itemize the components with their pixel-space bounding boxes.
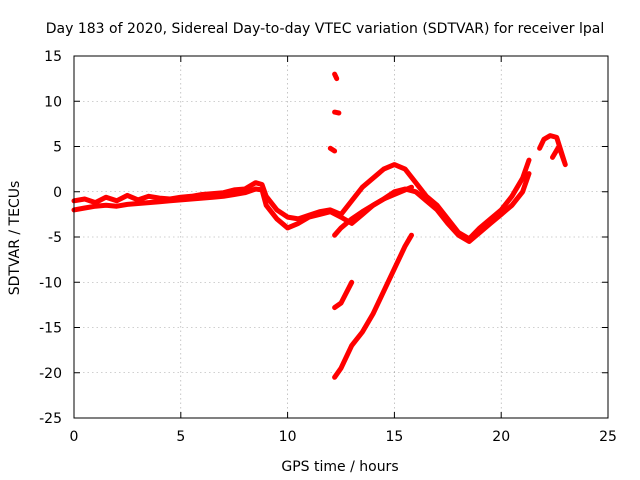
x-tick-label: 0 xyxy=(70,429,79,445)
series-short-segment xyxy=(332,279,355,311)
y-tick-label: -10 xyxy=(39,275,62,291)
y-tick-label: -25 xyxy=(39,411,62,427)
series-steep-drop xyxy=(332,232,414,380)
y-tick-label: -5 xyxy=(48,230,62,246)
x-tick-label: 15 xyxy=(385,429,403,445)
x-tick-label: 10 xyxy=(279,429,297,445)
y-tick-label: 10 xyxy=(44,94,62,110)
y-tick-label: 5 xyxy=(53,140,62,156)
grid-lines xyxy=(74,56,608,418)
chart-title: Day 183 of 2020, Sidereal Day-to-day VTE… xyxy=(46,21,604,37)
y-tick-label: 0 xyxy=(53,185,62,201)
series-cluster-low xyxy=(327,145,338,154)
x-tick-label: 5 xyxy=(176,429,185,445)
series-cluster-high xyxy=(332,71,340,82)
series-band-b xyxy=(71,171,532,244)
y-tick-label: 15 xyxy=(44,49,62,65)
series-band-a xyxy=(71,157,532,242)
axes: 0 5 10 15 20 25 -25 -20 -15 -10 -5 0 5 10 15 xyxy=(39,49,617,445)
y-axis-label: SDTVAR / TECUs xyxy=(7,181,23,296)
x-axis-label: GPS time / hours xyxy=(281,459,398,475)
series-late-cluster xyxy=(537,133,568,168)
series-cluster-mid xyxy=(332,109,342,116)
x-tick-label: 25 xyxy=(599,429,617,445)
y-tick-label: -20 xyxy=(39,366,62,382)
data-series xyxy=(71,71,568,380)
x-tick-label: 20 xyxy=(492,429,510,445)
series-band-c xyxy=(332,184,414,238)
y-tick-label: -15 xyxy=(39,321,62,337)
